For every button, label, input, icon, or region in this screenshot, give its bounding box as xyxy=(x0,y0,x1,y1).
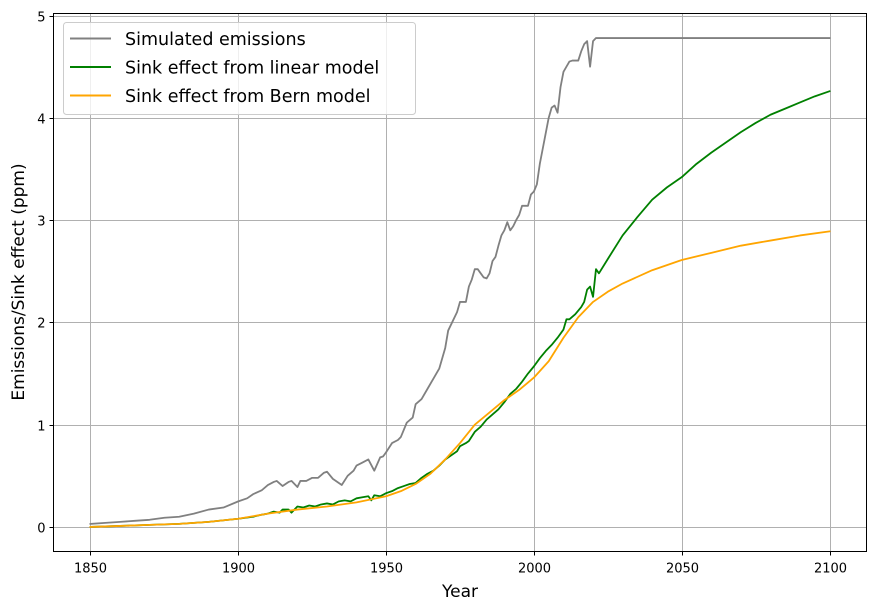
x-tick-label: 2000 xyxy=(518,562,551,577)
ticks: 1850 1900 1950 2000 2050 2100 0 1 2 3 4 5 xyxy=(37,11,847,577)
y-tick-label: 1 xyxy=(37,420,45,435)
legend-label-simulated-emissions: Simulated emissions xyxy=(125,30,306,50)
series-line-linear-model xyxy=(89,90,831,528)
y-tick-label: 3 xyxy=(37,215,45,230)
series-line-simulated-emissions xyxy=(89,37,831,525)
legend-frame xyxy=(63,22,416,115)
x-tick-label: 1850 xyxy=(74,562,107,577)
legend: Simulated emissions Sink effect from lin… xyxy=(63,22,416,115)
legend-label-linear-model: Sink effect from linear model xyxy=(125,59,379,79)
axes-frame xyxy=(53,13,867,552)
series-line-bern-model xyxy=(89,230,831,528)
x-tick-label: 1950 xyxy=(370,562,403,577)
x-tick-label: 1900 xyxy=(222,562,255,577)
legend-label-bern-model: Sink effect from Bern model xyxy=(125,87,371,107)
y-axis-label: Emissions/Sink effect (ppm) xyxy=(9,163,29,400)
x-axis-label: Year xyxy=(441,582,478,602)
y-tick-label: 5 xyxy=(37,11,45,26)
y-tick-label: 4 xyxy=(37,113,45,128)
plot-lines xyxy=(89,37,831,528)
y-tick-label: 0 xyxy=(37,522,45,537)
x-tick-label: 2100 xyxy=(814,562,847,577)
x-tick-label: 2050 xyxy=(666,562,699,577)
y-tick-label: 2 xyxy=(37,317,45,332)
